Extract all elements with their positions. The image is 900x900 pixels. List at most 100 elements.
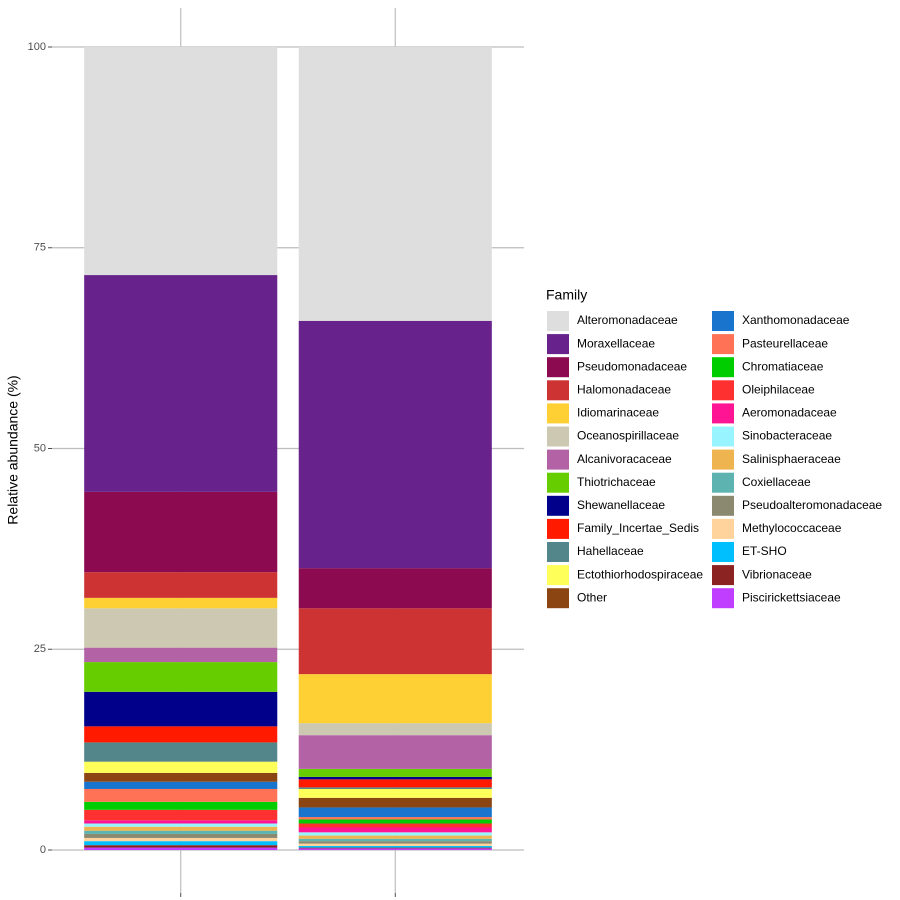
legend-key [712,334,734,355]
legend-key [547,334,569,355]
bar-segment [84,662,278,692]
bar-segment [84,833,278,838]
legend-key [547,449,569,470]
legend-key [547,403,569,424]
bar-segment [298,788,492,798]
bar-segment [84,781,278,789]
legend-label: Vibrionaceae [742,567,812,581]
legend-key [547,472,569,493]
bar-segment [84,47,278,276]
legend-key [547,542,569,562]
bar-segment [84,275,278,492]
bar-segment [84,830,278,834]
legend-label: Xanthomonadaceae [742,313,850,327]
bar-segment [298,776,492,780]
bar-segment [298,779,492,788]
legend-key [712,542,734,562]
legend-key [712,357,734,378]
bar-segment [298,735,492,769]
legend-label: Coxiellaceae [742,475,811,489]
y-tick-label: 100 [28,41,46,53]
bar-segment [298,674,492,724]
y-tick-label: 0 [40,844,46,856]
bar-segment [298,817,492,820]
legend-key [547,426,569,447]
bar-segment [84,845,278,848]
bar-segment [84,837,278,842]
legend-key [712,311,734,331]
legend-key [547,380,569,401]
bar-segment [84,823,278,827]
legend-label: ET-SHO [742,544,787,558]
bar-segment [298,320,492,569]
bar-segment [298,723,492,736]
bar-segment [84,726,278,743]
bar-segment [298,797,492,808]
legend-key [712,426,734,447]
bar-segment [84,847,278,850]
legend-label: Pasteurellaceae [742,336,828,350]
bar-segment [298,787,492,789]
y-tick-label: 25 [34,643,46,655]
legend-label: Piscirickettsiaceae [742,590,841,604]
bar-segment [298,845,492,848]
legend-key [712,380,734,401]
legend-key [547,588,569,609]
legend-label: Pseudomonadaceae [577,359,687,373]
legend-label: Idiomarinaceae [577,406,659,420]
legend-label: Other [577,590,607,604]
bar-segment [84,608,278,648]
legend-label: Alcanivoracaceae [577,452,672,466]
legend-key [712,472,734,493]
legend-label: Family_Incertae_Sedis [577,521,699,535]
bar-segment [84,801,278,810]
bar-segment [84,809,278,821]
legend-label: Oceanospirillaceae [577,429,679,443]
legend-label: Moraxellaceae [577,336,655,350]
legend-label: Thiotrichaceae [577,475,656,489]
legend-title: Family [546,287,587,303]
bar-segment [84,572,278,598]
legend-label: Salinisphaeraceae [742,452,841,466]
bar-segment [298,838,492,842]
legend-key [712,565,734,586]
legend-label: Alteromonadaceae [577,313,678,327]
legend-key [712,588,734,609]
bar-segment [298,848,492,850]
legend-key [547,565,569,586]
bar-segment [298,835,492,839]
legend-key [547,311,569,331]
legend-label: Oleiphilaceae [742,382,815,396]
bar-segment [298,841,492,844]
bar-segment [298,843,492,846]
legend-label: Aeromonadaceae [742,406,837,420]
legend-key [547,518,569,539]
legend-label: Shewanellaceae [577,498,665,512]
legend-label: Halomonadaceae [577,382,671,396]
bar-segment [84,691,278,727]
bar-segment [84,841,278,846]
legend-key [712,518,734,539]
bar-segment [298,819,492,824]
bar-segment [298,823,492,828]
bar-segment [84,772,278,782]
legend-label: Hahellaceae [577,544,644,558]
bar-segment [298,608,492,675]
bar-segment [298,568,492,609]
legend-label: Methylococcaceae [742,521,842,535]
legend-key [712,495,734,516]
legend-label: Ectothiorhodospiraceae [577,567,703,581]
legend-label: Sinobacteraceae [742,429,832,443]
legend-key [712,449,734,470]
legend-key [547,357,569,378]
bar-segment [84,597,278,609]
legend-key [547,495,569,516]
bar-segment [84,826,278,831]
legend-key [712,403,734,424]
y-tick-label: 75 [34,242,46,254]
bar-segment [298,827,492,833]
legend-label: Chromatiaceae [742,359,824,373]
y-tick-label: 50 [34,442,46,454]
